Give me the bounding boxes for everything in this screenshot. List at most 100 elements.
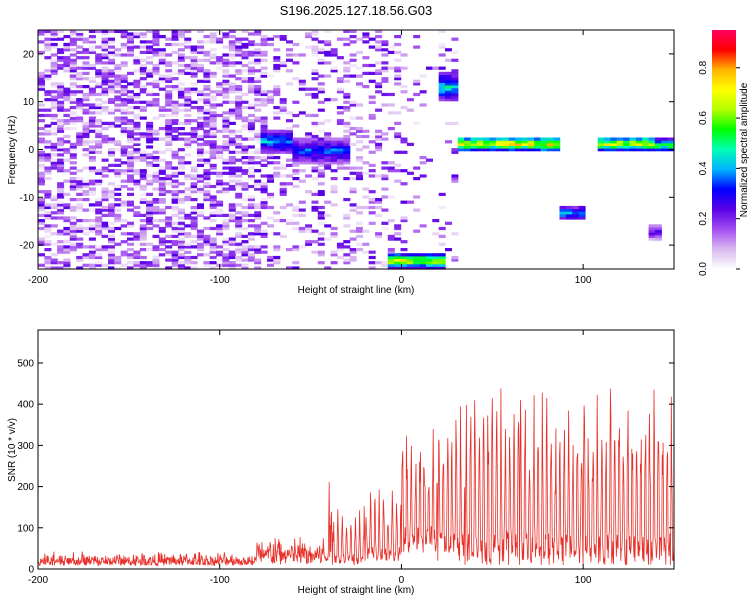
heatmap-cell bbox=[292, 113, 300, 118]
heatmap-cell bbox=[158, 53, 166, 57]
heatmap-cell bbox=[184, 258, 192, 262]
heatmap-cell bbox=[343, 92, 351, 97]
heatmap-cell bbox=[235, 216, 243, 220]
heatmap-cell bbox=[209, 90, 217, 94]
heatmap-cell bbox=[177, 156, 185, 160]
heatmap-cell bbox=[648, 229, 656, 233]
heatmap-cell bbox=[139, 77, 147, 81]
heatmap-cell bbox=[57, 29, 65, 33]
heatmap-cell bbox=[311, 161, 319, 165]
heatmap-cell bbox=[445, 95, 452, 99]
heatmap-cell bbox=[387, 111, 395, 115]
heatmap-cell bbox=[247, 50, 255, 54]
heatmap-cell bbox=[362, 195, 370, 199]
heatmap-cell bbox=[247, 79, 255, 83]
heatmap-cell bbox=[254, 32, 262, 36]
heatmap-cell bbox=[400, 253, 408, 257]
heatmap-cell bbox=[209, 37, 217, 41]
heatmap-cell bbox=[197, 134, 204, 139]
heatmap-cell bbox=[432, 263, 440, 267]
heatmap-cell bbox=[133, 124, 141, 128]
heatmap-cell bbox=[50, 166, 58, 170]
heatmap-cell bbox=[197, 205, 204, 210]
heatmap-cell bbox=[317, 161, 325, 165]
heatmap-cell bbox=[445, 74, 452, 78]
heatmap-cell bbox=[177, 240, 185, 244]
heatmap-cell bbox=[216, 90, 224, 94]
heatmap-cell bbox=[368, 63, 376, 68]
heatmap-cell bbox=[120, 90, 128, 94]
heatmap-cell bbox=[177, 221, 185, 225]
heatmap-cell bbox=[273, 66, 281, 70]
heatmap-cell bbox=[362, 229, 370, 233]
heatmap-cell bbox=[197, 111, 204, 115]
heatmap-cell bbox=[44, 132, 52, 136]
heatmap-cell bbox=[394, 35, 402, 39]
heatmap-cell bbox=[50, 232, 58, 236]
heatmap-cell bbox=[108, 124, 115, 128]
heatmap-cell bbox=[133, 142, 141, 146]
heatmap-cell bbox=[254, 258, 262, 262]
heatmap-cell bbox=[565, 216, 573, 220]
heatmap-cell bbox=[184, 121, 192, 125]
heatmap-cell bbox=[114, 124, 122, 128]
heatmap-cell bbox=[127, 169, 134, 173]
heatmap-cell bbox=[146, 242, 154, 246]
heatmap-cell bbox=[254, 129, 262, 133]
heatmap-cell bbox=[311, 148, 319, 152]
heatmap-cell bbox=[127, 53, 134, 57]
heatmap-cell bbox=[88, 45, 96, 49]
heatmap-cell bbox=[235, 111, 243, 115]
heatmap-cell bbox=[171, 198, 179, 202]
heatmap-cell bbox=[279, 145, 287, 149]
heatmap-cell bbox=[324, 153, 332, 157]
heatmap-cell bbox=[76, 71, 84, 75]
heatmap-cell bbox=[216, 253, 224, 257]
heatmap-cell bbox=[120, 153, 128, 157]
heatmap-cell bbox=[349, 229, 357, 233]
heatmap-cell bbox=[57, 145, 65, 149]
heatmap-cell bbox=[63, 232, 71, 236]
heatmap-cell bbox=[368, 205, 376, 210]
heatmap-cell bbox=[146, 140, 154, 144]
heatmap-cell bbox=[311, 192, 319, 196]
heatmap-cell bbox=[209, 111, 217, 115]
heatmap-cell bbox=[133, 211, 141, 215]
heatmap-cell bbox=[108, 234, 115, 238]
heatmap-cell bbox=[120, 74, 128, 78]
heatmap-cell bbox=[127, 37, 134, 41]
heatmap-cell bbox=[50, 205, 58, 210]
heatmap-cell bbox=[216, 258, 224, 262]
heatmap-cell bbox=[127, 232, 134, 236]
heatmap-cell bbox=[76, 187, 84, 191]
heatmap-cell bbox=[375, 61, 383, 65]
heatmap-cell bbox=[241, 156, 249, 160]
heatmap-cell bbox=[69, 142, 77, 146]
heatmap-cell bbox=[184, 255, 192, 260]
heatmap-cell bbox=[324, 134, 332, 139]
heatmap-cell bbox=[127, 255, 134, 260]
heatmap-cell bbox=[50, 53, 58, 57]
heatmap-cell bbox=[521, 148, 529, 152]
heatmap-cell bbox=[203, 124, 211, 128]
heatmap-cell bbox=[419, 174, 427, 178]
heatmap-cell bbox=[298, 229, 306, 233]
heatmap-cell bbox=[216, 150, 224, 154]
heatmap-cell bbox=[286, 221, 293, 225]
heatmap-cell bbox=[203, 71, 211, 75]
heatmap-cell bbox=[343, 106, 351, 110]
heatmap-cell bbox=[146, 213, 154, 217]
heatmap-cell bbox=[553, 145, 561, 149]
heatmap-cell bbox=[247, 90, 255, 94]
heatmap-cell bbox=[235, 142, 243, 146]
heatmap-cell bbox=[222, 258, 230, 262]
heatmap-cell bbox=[82, 208, 90, 212]
heatmap-cell bbox=[375, 69, 383, 73]
heatmap-cell bbox=[426, 261, 433, 265]
heatmap-cell bbox=[146, 137, 154, 141]
heatmap-cell bbox=[209, 113, 217, 118]
heatmap-cell bbox=[451, 50, 459, 54]
heatmap-cell bbox=[216, 113, 224, 118]
heatmap-cell bbox=[604, 137, 611, 141]
heatmap-cell bbox=[184, 132, 192, 136]
